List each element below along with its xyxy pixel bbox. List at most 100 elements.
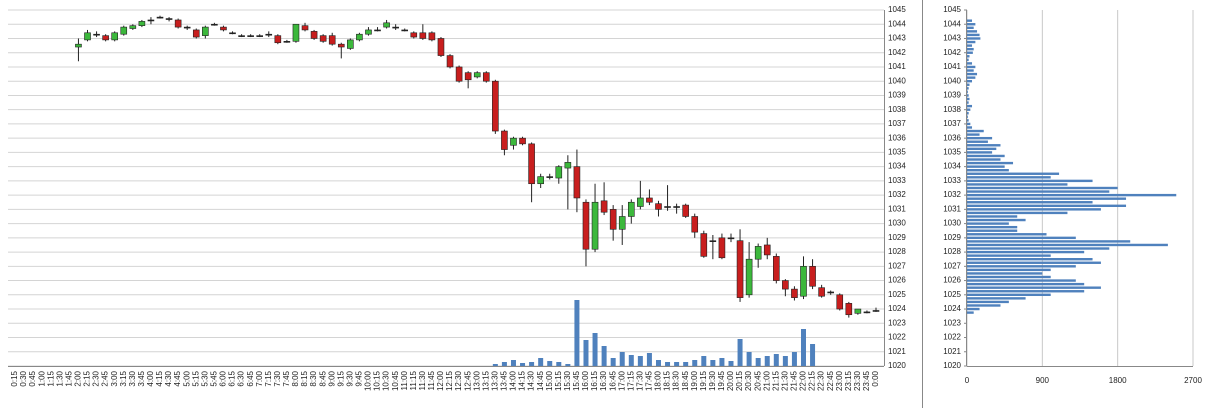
volume-bar (728, 361, 734, 366)
x-tick-label: 20:00 (726, 370, 735, 391)
x-tick-label: 6:15 (228, 370, 237, 386)
x-tick-label: 12:15 (445, 370, 454, 391)
volume-bar (529, 362, 535, 366)
volume-bar (583, 340, 589, 366)
profile-bar (967, 62, 973, 65)
candle-body (437, 38, 445, 56)
volume-bar (601, 346, 607, 366)
x-tick-label: 0 (965, 376, 970, 385)
volume-bar (683, 362, 689, 366)
x-tick-label: 13:15 (481, 370, 490, 391)
candle-body (818, 287, 825, 297)
candle-body (655, 203, 662, 210)
x-tick-label: 17:30 (635, 370, 644, 391)
x-tick-label: 23:00 (835, 370, 844, 391)
profile-bar (967, 172, 1060, 175)
volume-bar (782, 356, 788, 366)
y-tick-label: 1044 (943, 19, 961, 28)
candle-body (745, 258, 753, 296)
y-tick-label: 1035 (943, 148, 961, 157)
y-tick-label: 1021 (888, 347, 906, 356)
candle-body (492, 80, 499, 132)
candle-body (546, 176, 554, 178)
profile-bar (967, 158, 1001, 161)
y-tick-label: 1025 (943, 290, 961, 299)
profile-bar (967, 229, 1018, 232)
x-tick-label: 5:15 (191, 370, 200, 386)
candle-body (229, 32, 236, 35)
y-tick-label: 1023 (943, 318, 961, 327)
x-tick-label: 4:30 (164, 370, 173, 386)
x-tick-label: 12:00 (436, 370, 445, 391)
x-tick-label: 7:45 (282, 370, 291, 386)
volume-bar (538, 358, 544, 366)
x-tick-label: 11:15 (409, 370, 418, 390)
y-tick-label: 1045 (888, 5, 906, 14)
y-tick-label: 1040 (888, 76, 906, 85)
x-tick-label: 3:15 (119, 370, 128, 386)
y-tick-label: 1020 (943, 361, 961, 370)
x-tick-label: 15:15 (554, 370, 563, 391)
candle-body (573, 166, 581, 199)
x-tick-label: 8:45 (318, 370, 327, 386)
profile-bar (967, 243, 1168, 247)
candle-body (754, 246, 762, 260)
candle-body (274, 35, 282, 44)
profile-bar (967, 215, 1018, 218)
x-tick-label: 15:30 (563, 370, 572, 391)
x-tick-label: 16:00 (581, 370, 590, 391)
candle-body (700, 233, 708, 257)
volume-bar (674, 362, 680, 366)
profile-bar (967, 197, 1127, 200)
profile-bar (967, 97, 970, 101)
y-tick-label: 1032 (943, 190, 961, 199)
candle-body (591, 201, 599, 250)
profile-bar (967, 179, 1093, 183)
profile-bar (967, 236, 1076, 240)
volume-bar (710, 360, 716, 366)
volume-bar (764, 356, 770, 366)
x-tick-label: 16:15 (590, 370, 599, 391)
x-tick-label: 1:30 (55, 370, 64, 386)
profile-bar (967, 161, 1014, 165)
candle-body (727, 237, 735, 240)
x-tick-label: 20:30 (744, 370, 753, 391)
candle-body (401, 29, 409, 32)
candle-body (664, 206, 671, 208)
candle-body (84, 32, 91, 41)
y-tick-label: 1021 (943, 347, 961, 356)
profile-bar (967, 311, 974, 314)
profile-bar (967, 108, 971, 111)
x-tick-label: 18:00 (654, 370, 663, 391)
y-tick-label: 1034 (943, 162, 961, 171)
profile-bar (967, 169, 1009, 172)
profile-bar (967, 165, 1005, 168)
candle-body (691, 216, 699, 233)
profile-bar (967, 218, 1026, 222)
candle-body (256, 35, 264, 37)
x-tick-label: 7:30 (273, 370, 282, 386)
y-tick-label: 1030 (888, 219, 906, 228)
profile-bar (967, 183, 1068, 186)
profile-bar (967, 101, 969, 104)
profile-bar (967, 69, 974, 72)
profile-bar (967, 307, 980, 311)
volume-bar (737, 339, 743, 366)
candle-body (528, 143, 535, 185)
x-tick-label: 11:30 (418, 370, 427, 390)
candle-body (537, 176, 544, 185)
candle-body (111, 32, 118, 41)
profile-bar (967, 94, 969, 97)
y-tick-label: 1029 (943, 233, 961, 242)
volume-bar (773, 354, 779, 366)
x-tick-label: 10:45 (391, 370, 400, 391)
profile-bar (967, 300, 1009, 304)
candle-body (292, 23, 300, 42)
x-tick-label: 9:30 (345, 370, 354, 386)
profile-bar (967, 304, 1001, 307)
y-tick-label: 1027 (943, 261, 961, 270)
candle-body (365, 29, 372, 35)
candle-body (809, 266, 816, 287)
x-tick-label: 16:30 (599, 370, 608, 391)
profile-bar (967, 40, 976, 44)
